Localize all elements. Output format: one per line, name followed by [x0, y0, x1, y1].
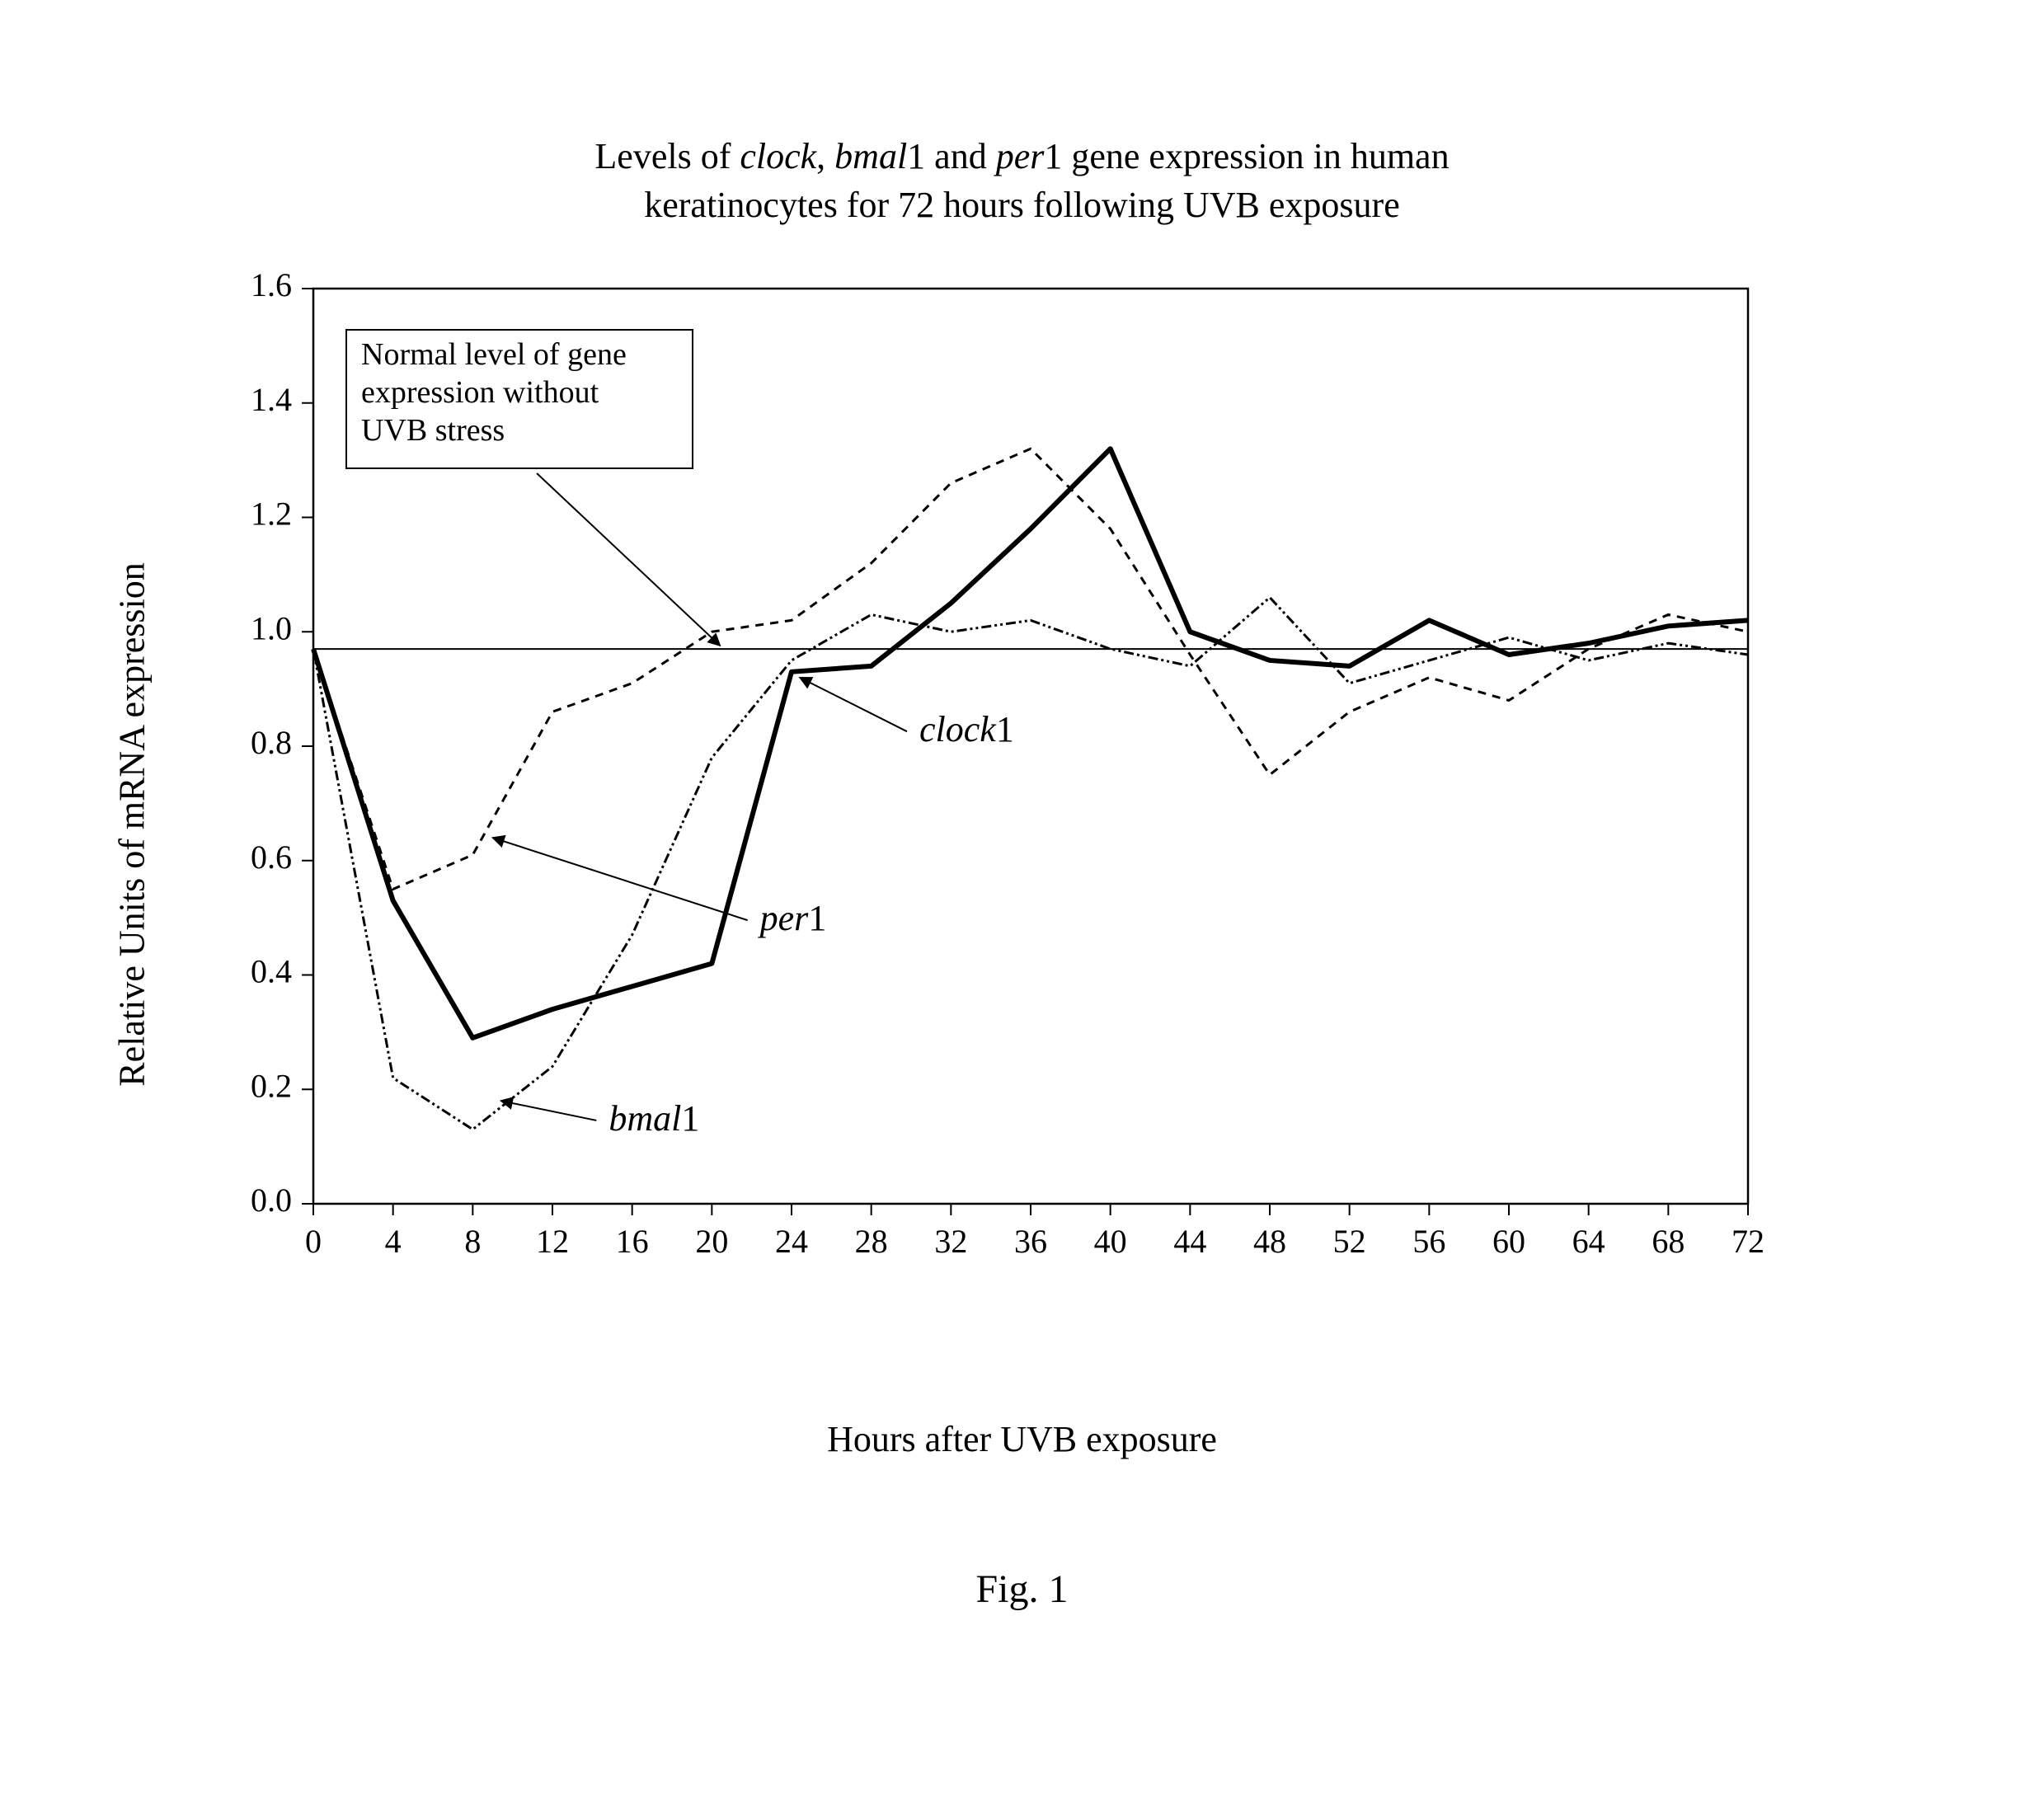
svg-text:20: 20: [695, 1223, 728, 1260]
page: Levels of clock, bmal1 and per1 gene exp…: [0, 0, 2044, 1804]
svg-text:0.8: 0.8: [251, 724, 292, 761]
svg-text:clock1: clock1: [919, 709, 1014, 749]
svg-text:1.6: 1.6: [251, 272, 292, 303]
figure-caption: Fig. 1: [0, 1567, 2044, 1612]
chart-title: Levels of clock, bmal1 and per1 gene exp…: [0, 132, 2044, 230]
svg-text:UVB stress: UVB stress: [361, 413, 505, 448]
svg-text:1.0: 1.0: [251, 609, 292, 646]
svg-text:12: 12: [536, 1223, 569, 1260]
svg-text:bmal1: bmal1: [609, 1098, 699, 1139]
svg-text:0: 0: [305, 1223, 322, 1260]
svg-text:1.2: 1.2: [251, 496, 292, 533]
svg-text:48: 48: [1253, 1223, 1286, 1260]
y-axis-label: Relative Units of mRNA expression: [111, 562, 153, 1087]
chart-svg: 0.00.20.40.60.81.01.21.41.60481216202428…: [214, 272, 1781, 1303]
svg-text:1.4: 1.4: [251, 381, 292, 418]
title-line2: keratinocytes for 72 hours following UVB…: [644, 185, 1399, 225]
svg-text:64: 64: [1572, 1223, 1605, 1260]
svg-text:52: 52: [1333, 1223, 1366, 1260]
svg-text:56: 56: [1412, 1223, 1445, 1260]
svg-text:60: 60: [1492, 1223, 1525, 1260]
svg-text:68: 68: [1652, 1223, 1685, 1260]
t1a: Levels of: [594, 136, 740, 176]
title-line1: Levels of clock, bmal1 and per1 gene exp…: [594, 136, 1449, 176]
svg-text:40: 40: [1094, 1223, 1127, 1260]
svg-text:24: 24: [775, 1223, 808, 1260]
svg-text:Normal level of gene: Normal level of gene: [361, 337, 627, 372]
svg-text:0.2: 0.2: [251, 1067, 292, 1104]
svg-text:0.6: 0.6: [251, 839, 292, 876]
svg-text:per1: per1: [758, 898, 827, 938]
x-axis-label: Hours after UVB exposure: [0, 1418, 2044, 1460]
svg-text:8: 8: [464, 1223, 481, 1260]
svg-text:28: 28: [855, 1223, 888, 1260]
t1g: 1 gene expression in human: [1044, 136, 1449, 176]
t1b: clock: [740, 136, 816, 176]
t1e: 1 and: [907, 136, 996, 176]
t1d: bmal: [834, 136, 907, 176]
svg-text:32: 32: [934, 1223, 967, 1260]
svg-text:0.0: 0.0: [251, 1182, 292, 1219]
svg-text:expression without: expression without: [361, 375, 599, 410]
svg-text:72: 72: [1732, 1223, 1764, 1260]
svg-text:44: 44: [1173, 1223, 1206, 1260]
svg-text:4: 4: [385, 1223, 402, 1260]
t1c: ,: [816, 136, 834, 176]
svg-text:16: 16: [616, 1223, 649, 1260]
chart-area: 0.00.20.40.60.81.01.21.41.60481216202428…: [214, 272, 1781, 1303]
svg-text:36: 36: [1014, 1223, 1047, 1260]
svg-text:0.4: 0.4: [251, 953, 292, 990]
t1f: per: [996, 136, 1045, 176]
